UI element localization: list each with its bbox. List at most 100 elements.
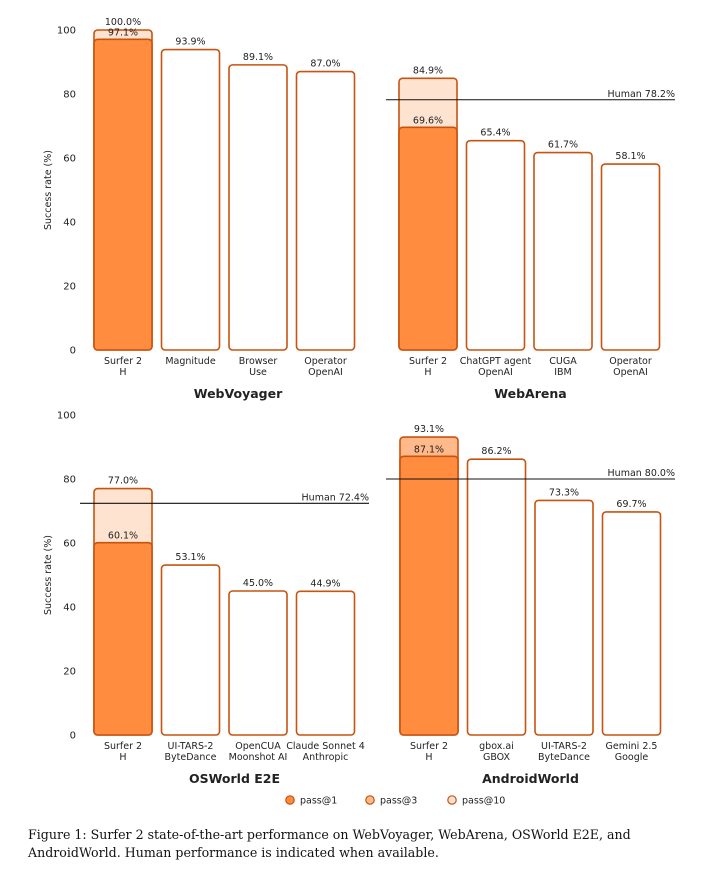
bar-pass-at-1 bbox=[93, 38, 153, 351]
category-label: IBM bbox=[554, 367, 572, 378]
panel-title: WebVoyager bbox=[194, 386, 283, 401]
data-label-top: 84.9% bbox=[413, 65, 443, 76]
category-label: OpenAI bbox=[308, 367, 343, 378]
bar-pass-at-1 bbox=[295, 590, 356, 736]
bar-pass-at-1 bbox=[228, 590, 288, 736]
y-tick-label: 100 bbox=[57, 411, 76, 422]
data-label: 86.2% bbox=[481, 446, 511, 457]
data-label: 87.0% bbox=[310, 59, 340, 70]
y-axis-label: Success rate (%) bbox=[43, 535, 54, 615]
data-label: 45.0% bbox=[243, 578, 273, 589]
data-label-inner: 69.6% bbox=[413, 115, 443, 126]
panel-title: OSWorld E2E bbox=[189, 771, 280, 786]
category-label: Magnitude bbox=[165, 356, 215, 367]
category-label: OpenAI bbox=[613, 367, 648, 378]
y-tick-label: 20 bbox=[63, 282, 76, 293]
category-label: Gemini 2.5 bbox=[606, 741, 658, 752]
bar-pass-at-1 bbox=[398, 126, 458, 351]
y-tick-label: 60 bbox=[63, 154, 76, 165]
data-label-top: 93.1% bbox=[414, 424, 444, 435]
bar-pass-at-1 bbox=[160, 564, 221, 736]
category-label: ByteDance bbox=[538, 752, 590, 763]
category-label: OpenAI bbox=[478, 367, 513, 378]
y-tick-label: 0 bbox=[70, 731, 76, 742]
chart-panel-webvoyager: 0 20 40 60 80 100 Success rate (%) 100.0%97.1% S… bbox=[43, 17, 356, 401]
category-label: Surfer 2 bbox=[104, 741, 142, 752]
y-tick-label: 60 bbox=[63, 539, 76, 550]
bar-pass-at-1 bbox=[295, 70, 356, 351]
category-label: H bbox=[119, 752, 126, 763]
bar-pass-at-1 bbox=[533, 151, 593, 351]
bar-pass-at-1 bbox=[160, 48, 221, 351]
category-label: Operator bbox=[609, 356, 652, 367]
y-tick-label: 40 bbox=[63, 603, 76, 614]
legend-swatch-pass-at-10 bbox=[447, 795, 457, 805]
category-label: Operator bbox=[304, 356, 347, 367]
data-label: 44.9% bbox=[310, 578, 340, 589]
bar-pass-at-1 bbox=[600, 163, 661, 351]
chart-panel-osworld-e2e: 0 20 40 60 80 100 Success rate (%) 77.0% 60.1% Su… bbox=[43, 411, 369, 786]
data-label-top: 77.0% bbox=[108, 476, 138, 487]
category-label: Browser bbox=[239, 356, 278, 367]
y-tick-label: 40 bbox=[63, 218, 76, 229]
y-axis-label: Success rate (%) bbox=[43, 150, 54, 230]
human-baseline-label: Human 72.4% bbox=[302, 492, 369, 503]
category-label: H bbox=[425, 752, 432, 763]
category-label: UI-TARS-2 bbox=[541, 741, 587, 752]
data-label-inner: 60.1% bbox=[108, 531, 138, 542]
category-label: Surfer 2 bbox=[409, 356, 447, 367]
data-label: 89.1% bbox=[243, 52, 273, 63]
category-label: Anthropic bbox=[303, 752, 349, 763]
legend-swatch-pass-at-1 bbox=[285, 795, 295, 805]
bar-pass-at-1 bbox=[534, 499, 594, 736]
data-label-inner: 87.1% bbox=[414, 444, 444, 455]
y-tick-label: 80 bbox=[63, 475, 76, 486]
legend-label: pass@10 bbox=[462, 796, 505, 807]
human-baseline-label: Human 80.0% bbox=[608, 468, 675, 479]
category-label: Surfer 2 bbox=[104, 356, 142, 367]
figure-caption: Figure 1: Surfer 2 state-of-the-art perf… bbox=[28, 827, 631, 860]
legend-swatch-pass-at-3 bbox=[365, 795, 375, 805]
y-tick-label: 80 bbox=[63, 90, 76, 101]
category-label: H bbox=[424, 367, 431, 378]
bar-pass-at-1 bbox=[601, 511, 662, 736]
category-label: H bbox=[119, 367, 126, 378]
y-tick-label: 20 bbox=[63, 667, 76, 678]
y-tick-label: 100 bbox=[57, 26, 76, 37]
category-label: OpenCUA bbox=[235, 741, 281, 752]
category-label: Surfer 2 bbox=[410, 741, 448, 752]
human-baseline-label: Human 78.2% bbox=[608, 89, 675, 100]
category-label: gbox.ai bbox=[479, 741, 514, 752]
category-label: UI-TARS-2 bbox=[168, 741, 214, 752]
legend-label: pass@1 bbox=[300, 796, 337, 807]
data-label-top: 100.0% bbox=[105, 17, 141, 28]
category-label: ByteDance bbox=[165, 752, 217, 763]
panel-title: AndroidWorld bbox=[482, 771, 579, 786]
category-label: CUGA bbox=[549, 356, 577, 367]
category-label: Moonshot AI bbox=[229, 752, 288, 763]
bar-pass-at-1 bbox=[466, 458, 527, 736]
panel-title: WebArena bbox=[494, 386, 566, 401]
figure: 0 20 40 60 80 100 Success rate (%) 100.0%97.1% S… bbox=[43, 17, 675, 807]
category-label: GBOX bbox=[483, 752, 511, 763]
data-label: 73.3% bbox=[549, 487, 579, 498]
bar-pass-at-1 bbox=[399, 455, 459, 736]
data-label: 93.9% bbox=[175, 37, 205, 48]
legend: pass@1 pass@3 pass@10 bbox=[285, 795, 505, 807]
category-label: Google bbox=[615, 752, 649, 763]
data-label: 58.1% bbox=[615, 151, 645, 162]
category-label: Claude Sonnet 4 bbox=[286, 741, 365, 752]
category-label: Use bbox=[249, 367, 267, 378]
legend-label: pass@3 bbox=[380, 796, 417, 807]
y-tick-label: 0 bbox=[70, 346, 76, 357]
data-label: 53.1% bbox=[175, 552, 205, 563]
data-label: 65.4% bbox=[480, 128, 510, 139]
data-label-inner: 97.1% bbox=[108, 27, 138, 38]
bar-pass-at-1 bbox=[465, 139, 526, 351]
bar-pass-at-1 bbox=[93, 541, 153, 736]
bar-pass-at-1 bbox=[228, 64, 288, 351]
data-label: 69.7% bbox=[616, 499, 646, 510]
data-label: 61.7% bbox=[548, 140, 578, 151]
